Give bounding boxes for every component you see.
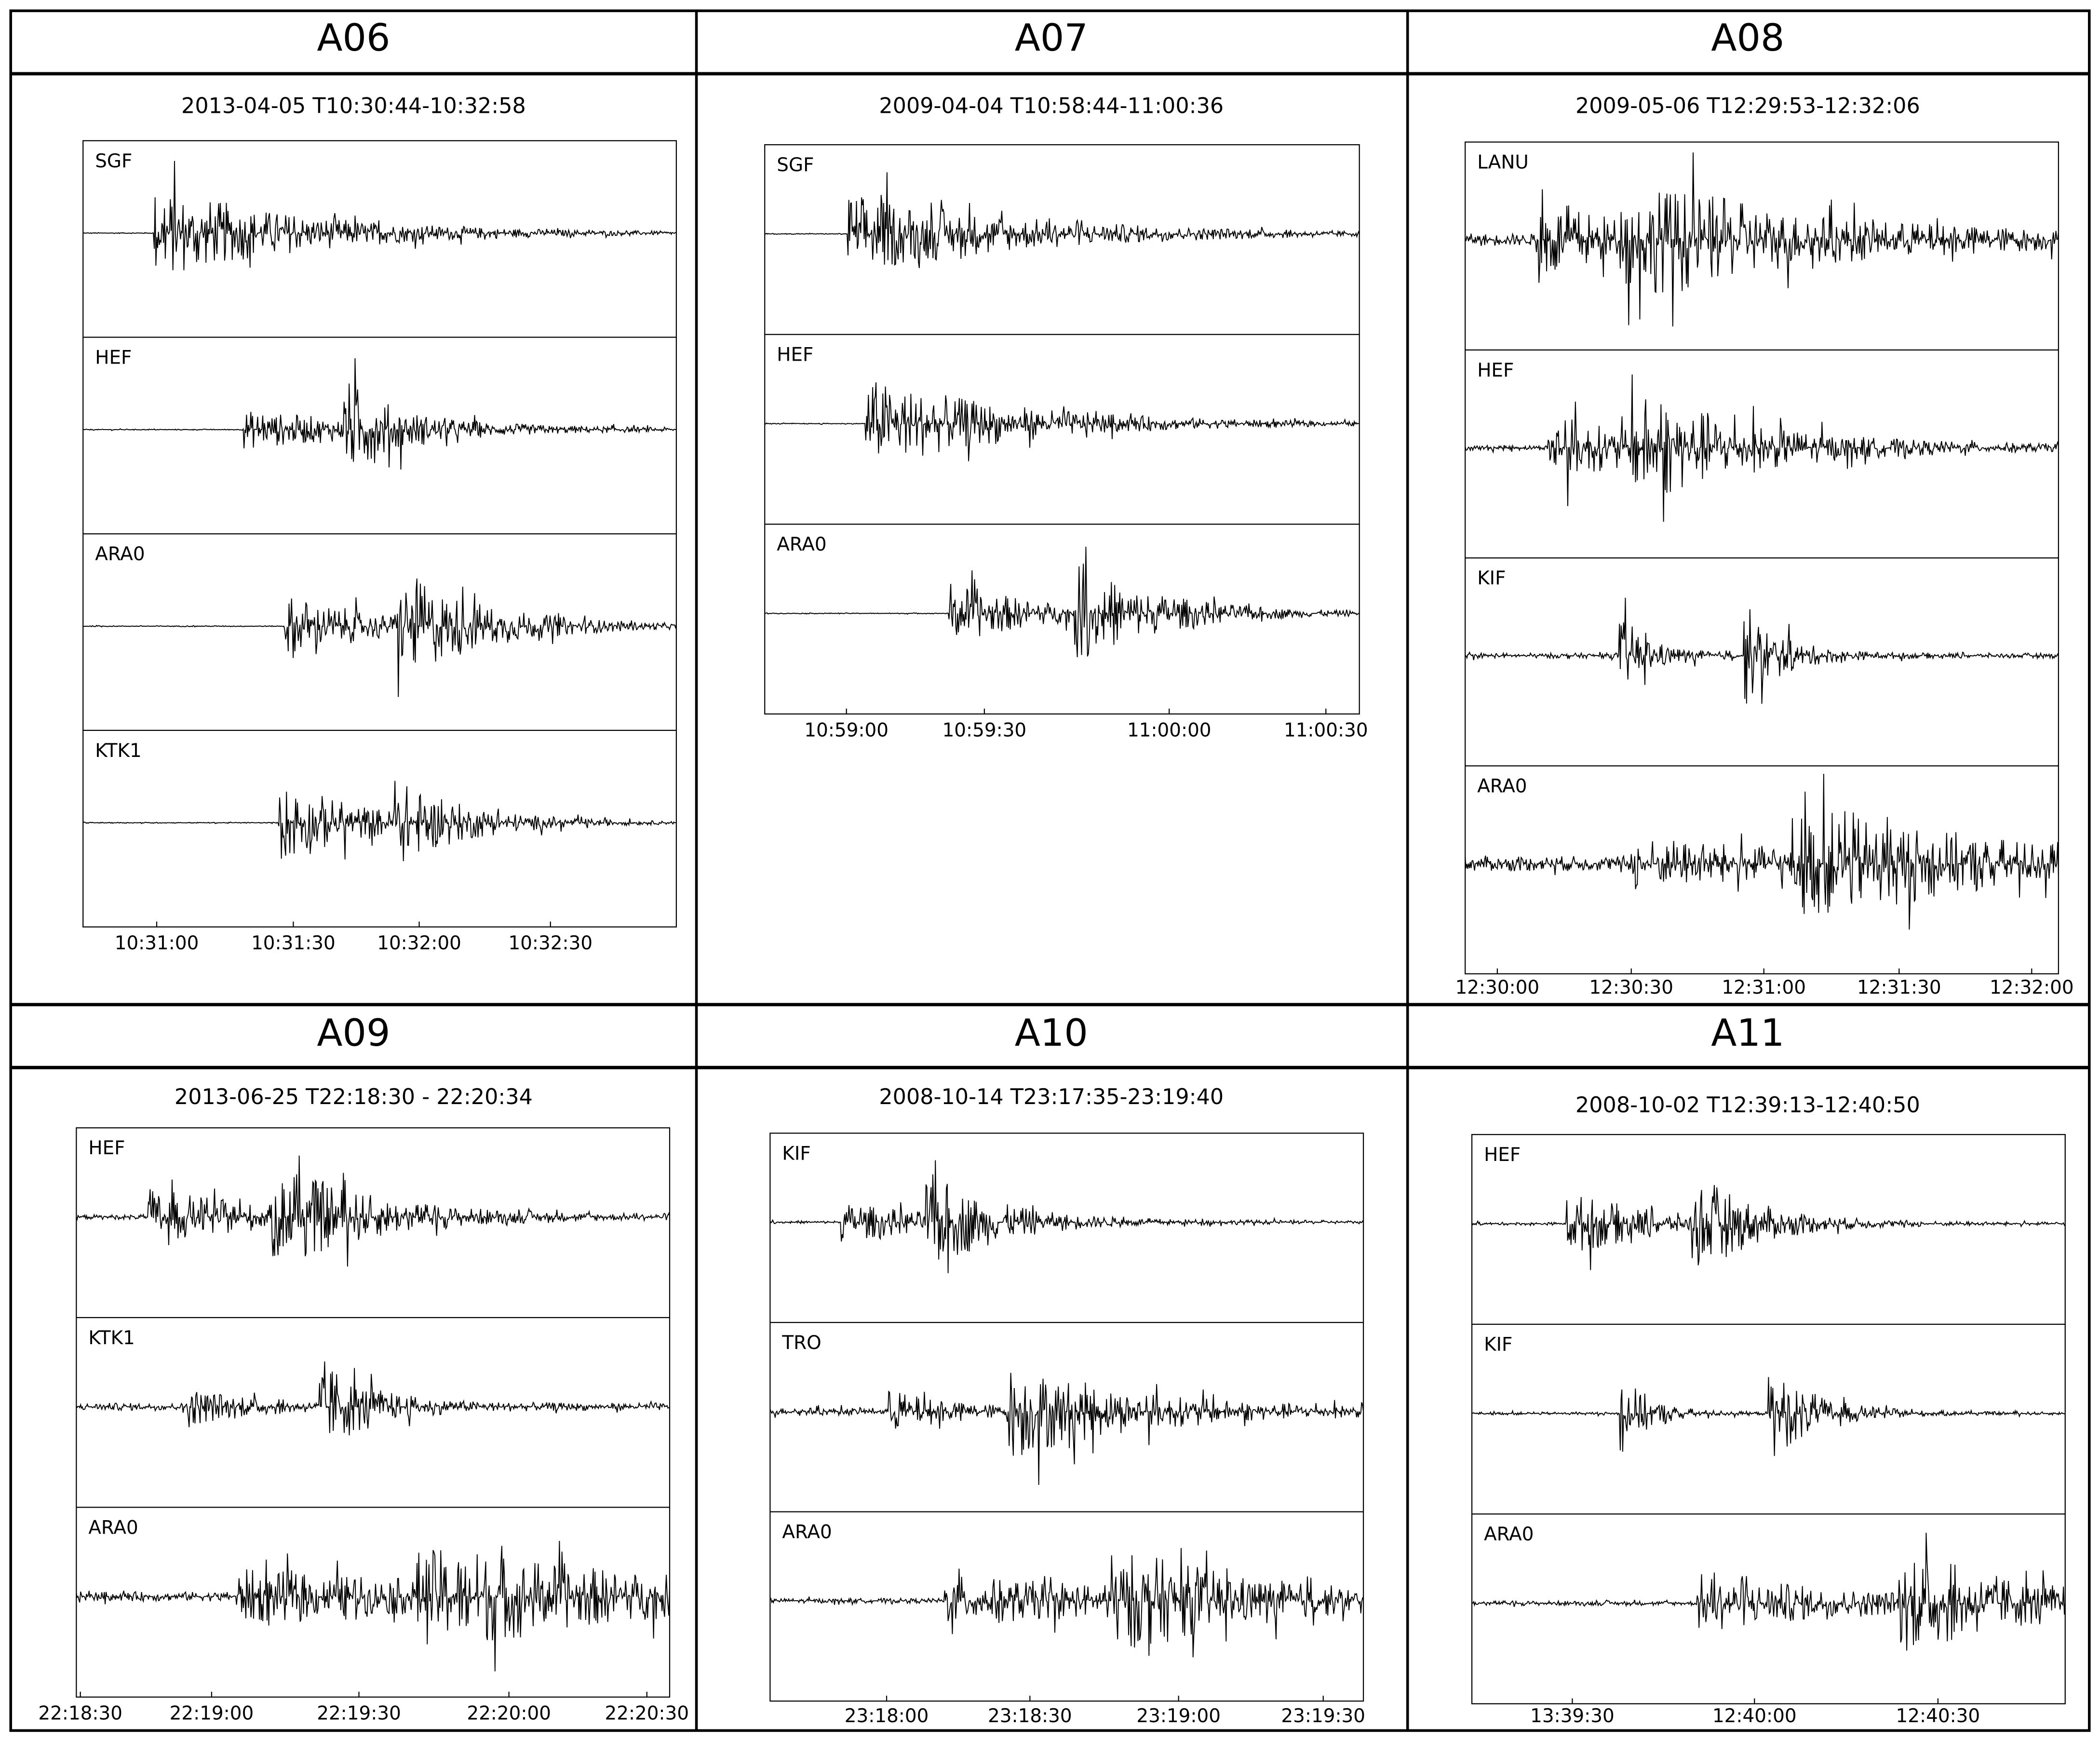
panel-title: A10: [1015, 1012, 1088, 1055]
waveform: [83, 161, 676, 270]
waveform: [1465, 374, 2059, 522]
station-label: ARA0: [95, 543, 145, 565]
plot-frame: [76, 1127, 671, 1698]
waveform: [82, 578, 677, 697]
panel-title: A11: [1711, 1012, 1784, 1055]
station-label: ARA0: [88, 1517, 138, 1538]
tick-label: 22:20:00: [467, 1703, 551, 1725]
station-label: KIF: [1484, 1334, 1512, 1356]
waveform: [76, 1155, 670, 1267]
tick-label: 11:00:00: [1127, 719, 1212, 741]
station-label: KTK1: [95, 740, 141, 762]
tick-label: 12:30:30: [1589, 977, 1673, 998]
station-label: SGF: [95, 150, 132, 172]
tick-label: 22:20:30: [605, 1703, 689, 1725]
tick-label: 22:19:00: [170, 1703, 254, 1725]
tick-label: 12:31:00: [1722, 977, 1806, 998]
station-label: SGF: [777, 154, 814, 176]
tick-label: 23:19:30: [1281, 1705, 1365, 1727]
waveform: [769, 1160, 1364, 1273]
tick-label: 22:19:30: [317, 1703, 401, 1725]
waveform: [1465, 774, 2059, 930]
waveform: [1472, 1533, 2066, 1651]
station-label: ARA0: [1484, 1524, 1534, 1545]
tick-label: 12:40:30: [1896, 1705, 1980, 1727]
tick-label: 10:31:30: [251, 932, 336, 954]
waveform: [76, 1541, 671, 1672]
plot-frame: [769, 1133, 1364, 1702]
station-label: HEF: [1484, 1144, 1521, 1166]
panel-date: 2008-10-14 T23:17:35-23:19:40: [879, 1085, 1224, 1109]
panel-title: A07: [1015, 16, 1088, 60]
tick-label: 10:59:00: [804, 719, 888, 741]
station-label: ARA0: [782, 1522, 832, 1543]
station-label: ARA0: [1477, 775, 1527, 797]
waveform: [764, 172, 1360, 269]
panel-date: 2009-04-04 T10:58:44-11:00:36: [879, 94, 1224, 118]
panel-date: 2013-04-05 T10:30:44-10:32:58: [181, 94, 526, 118]
station-label: KIF: [1477, 567, 1506, 589]
station-label: HEF: [88, 1137, 125, 1159]
panel-title: A09: [317, 1012, 390, 1055]
tick-label: 23:18:00: [845, 1705, 929, 1727]
waveform: [764, 382, 1360, 461]
tick-label: 23:18:30: [988, 1705, 1072, 1727]
waveform: [1465, 597, 2059, 704]
outer-border: [9, 9, 2091, 1732]
station-label: ARA0: [777, 534, 826, 555]
panel-date: 2008-10-02 T12:39:13-12:40:50: [1575, 1093, 1920, 1118]
station-label: TRO: [781, 1332, 821, 1354]
waveform: [76, 1361, 670, 1436]
tick-label: 10:32:00: [377, 932, 461, 954]
plot-frame: [764, 144, 1360, 715]
tick-label: 12:32:00: [1990, 977, 2074, 998]
tick-label: 10:32:30: [508, 932, 592, 954]
tick-label: 22:18:30: [38, 1703, 122, 1725]
plot-frame: [1471, 1134, 2066, 1704]
waveform: [1471, 1185, 2066, 1270]
waveform: [1471, 1377, 2066, 1456]
panel-date: 2009-05-06 T12:29:53-12:32:06: [1575, 94, 1920, 118]
station-label: KTK1: [88, 1327, 135, 1349]
station-label: HEF: [1477, 360, 1514, 381]
panel-date: 2013-06-25 T22:18:30 - 22:20:34: [175, 1085, 533, 1109]
waveform: [82, 781, 677, 862]
tick-label: 12:40:00: [1712, 1705, 1797, 1727]
tick-label: 23:19:00: [1136, 1705, 1221, 1727]
station-label: HEF: [95, 347, 132, 368]
tick-label: 12:31:30: [1857, 977, 1941, 998]
waveform: [1465, 152, 2059, 327]
waveform: [769, 1373, 1364, 1485]
tick-label: 10:59:30: [942, 719, 1027, 741]
tick-label: 13:39:30: [1530, 1705, 1615, 1727]
station-label: LANU: [1477, 152, 1529, 174]
tick-label: 12:30:00: [1455, 977, 1540, 998]
tick-label: 10:31:00: [115, 932, 199, 954]
panel-title: A08: [1711, 16, 1784, 60]
waveform: [769, 1548, 1364, 1658]
tick-label: 11:00:30: [1284, 719, 1368, 741]
waveform: [83, 358, 677, 470]
station-label: KIF: [782, 1143, 810, 1164]
panel-title: A06: [317, 16, 390, 60]
waveform: [764, 547, 1360, 658]
station-label: HEF: [777, 344, 813, 366]
